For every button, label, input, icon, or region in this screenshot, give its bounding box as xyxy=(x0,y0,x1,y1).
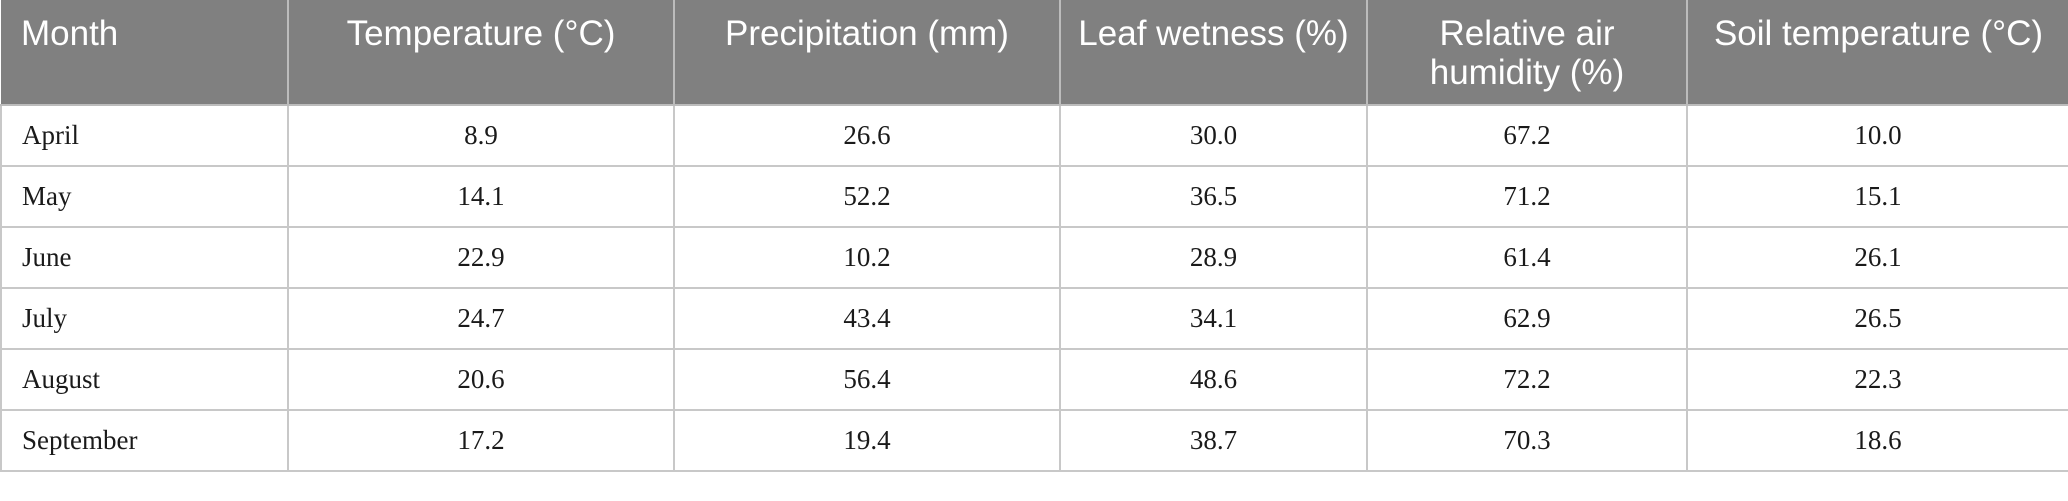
cell-relative-air-humidity: 61.4 xyxy=(1366,226,1688,289)
cell-leaf-wetness: 36.5 xyxy=(1059,165,1368,228)
cell-relative-air-humidity: 62.9 xyxy=(1366,287,1688,350)
header-relative-air-humidity: Relative air humidity (%) xyxy=(1366,0,1688,106)
cell-soil-temperature: 22.3 xyxy=(1686,348,2068,411)
cell-relative-air-humidity: 67.2 xyxy=(1366,104,1688,167)
cell-temperature: 24.7 xyxy=(287,287,675,350)
cell-temperature: 8.9 xyxy=(287,104,675,167)
cell-month: May xyxy=(0,165,289,228)
cell-relative-air-humidity: 72.2 xyxy=(1366,348,1688,411)
cell-soil-temperature: 18.6 xyxy=(1686,409,2068,472)
cell-soil-temperature: 10.0 xyxy=(1686,104,2068,167)
table-row: May 14.1 52.2 36.5 71.2 15.1 xyxy=(0,165,2068,228)
cell-temperature: 22.9 xyxy=(287,226,675,289)
header-leaf-wetness: Leaf wetness (%) xyxy=(1059,0,1368,106)
table-body: April 8.9 26.6 30.0 67.2 10.0 May 14.1 5… xyxy=(0,104,2068,472)
cell-month: April xyxy=(0,104,289,167)
cell-precipitation: 26.6 xyxy=(673,104,1061,167)
cell-leaf-wetness: 28.9 xyxy=(1059,226,1368,289)
cell-leaf-wetness: 38.7 xyxy=(1059,409,1368,472)
cell-precipitation: 56.4 xyxy=(673,348,1061,411)
cell-temperature: 14.1 xyxy=(287,165,675,228)
climate-data-table-container: Month Temperature (°C) Precipitation (mm… xyxy=(0,0,2068,472)
cell-leaf-wetness: 30.0 xyxy=(1059,104,1368,167)
cell-month: July xyxy=(0,287,289,350)
header-soil-temperature: Soil temperature (°C) xyxy=(1686,0,2068,106)
cell-soil-temperature: 26.5 xyxy=(1686,287,2068,350)
cell-month: August xyxy=(0,348,289,411)
cell-month: September xyxy=(0,409,289,472)
header-temperature: Temperature (°C) xyxy=(287,0,675,106)
header-month: Month xyxy=(1,0,289,106)
climate-data-table: Month Temperature (°C) Precipitation (mm… xyxy=(0,0,2068,472)
cell-temperature: 17.2 xyxy=(287,409,675,472)
cell-temperature: 20.6 xyxy=(287,348,675,411)
table-row: April 8.9 26.6 30.0 67.2 10.0 xyxy=(0,104,2068,167)
cell-relative-air-humidity: 71.2 xyxy=(1366,165,1688,228)
cell-precipitation: 43.4 xyxy=(673,287,1061,350)
header-precipitation: Precipitation (mm) xyxy=(673,0,1061,106)
table-row: September 17.2 19.4 38.7 70.3 18.6 xyxy=(0,409,2068,472)
table-row: August 20.6 56.4 48.6 72.2 22.3 xyxy=(0,348,2068,411)
cell-soil-temperature: 15.1 xyxy=(1686,165,2068,228)
table-row: July 24.7 43.4 34.1 62.9 26.5 xyxy=(0,287,2068,350)
cell-precipitation: 52.2 xyxy=(673,165,1061,228)
cell-month: June xyxy=(0,226,289,289)
table-row: June 22.9 10.2 28.9 61.4 26.1 xyxy=(0,226,2068,289)
cell-soil-temperature: 26.1 xyxy=(1686,226,2068,289)
cell-precipitation: 10.2 xyxy=(673,226,1061,289)
table-header: Month Temperature (°C) Precipitation (mm… xyxy=(1,0,2068,106)
cell-leaf-wetness: 34.1 xyxy=(1059,287,1368,350)
cell-precipitation: 19.4 xyxy=(673,409,1061,472)
header-row: Month Temperature (°C) Precipitation (mm… xyxy=(1,0,2068,106)
cell-leaf-wetness: 48.6 xyxy=(1059,348,1368,411)
cell-relative-air-humidity: 70.3 xyxy=(1366,409,1688,472)
